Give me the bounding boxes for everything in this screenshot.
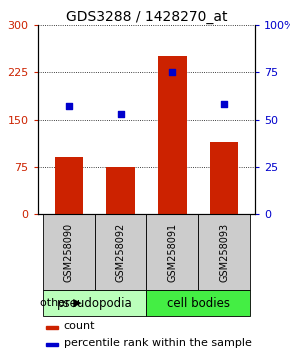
- Text: GSM258093: GSM258093: [219, 223, 229, 282]
- Bar: [210, 142, 238, 214]
- Point: [222, 102, 226, 107]
- Point: [66, 103, 71, 109]
- Text: GSM258090: GSM258090: [64, 223, 74, 282]
- Text: GSM258091: GSM258091: [167, 223, 177, 282]
- Text: GSM258092: GSM258092: [115, 223, 126, 282]
- Text: count: count: [64, 321, 95, 331]
- Text: cell bodies: cell bodies: [167, 297, 230, 309]
- Bar: [95, 214, 146, 290]
- Bar: [55, 158, 83, 214]
- Bar: [46, 343, 58, 346]
- Bar: [43, 290, 146, 316]
- Bar: [106, 167, 135, 214]
- Text: percentile rank within the sample: percentile rank within the sample: [64, 338, 252, 348]
- Bar: [43, 214, 95, 290]
- Text: pseudopodia: pseudopodia: [57, 297, 133, 309]
- Title: GDS3288 / 1428270_at: GDS3288 / 1428270_at: [66, 10, 227, 24]
- Bar: [146, 214, 198, 290]
- Bar: [46, 326, 58, 329]
- Bar: [146, 290, 250, 316]
- Bar: [158, 56, 186, 214]
- Bar: [198, 214, 250, 290]
- Point: [170, 69, 175, 75]
- Text: other ▶: other ▶: [40, 298, 81, 308]
- Point: [118, 111, 123, 117]
